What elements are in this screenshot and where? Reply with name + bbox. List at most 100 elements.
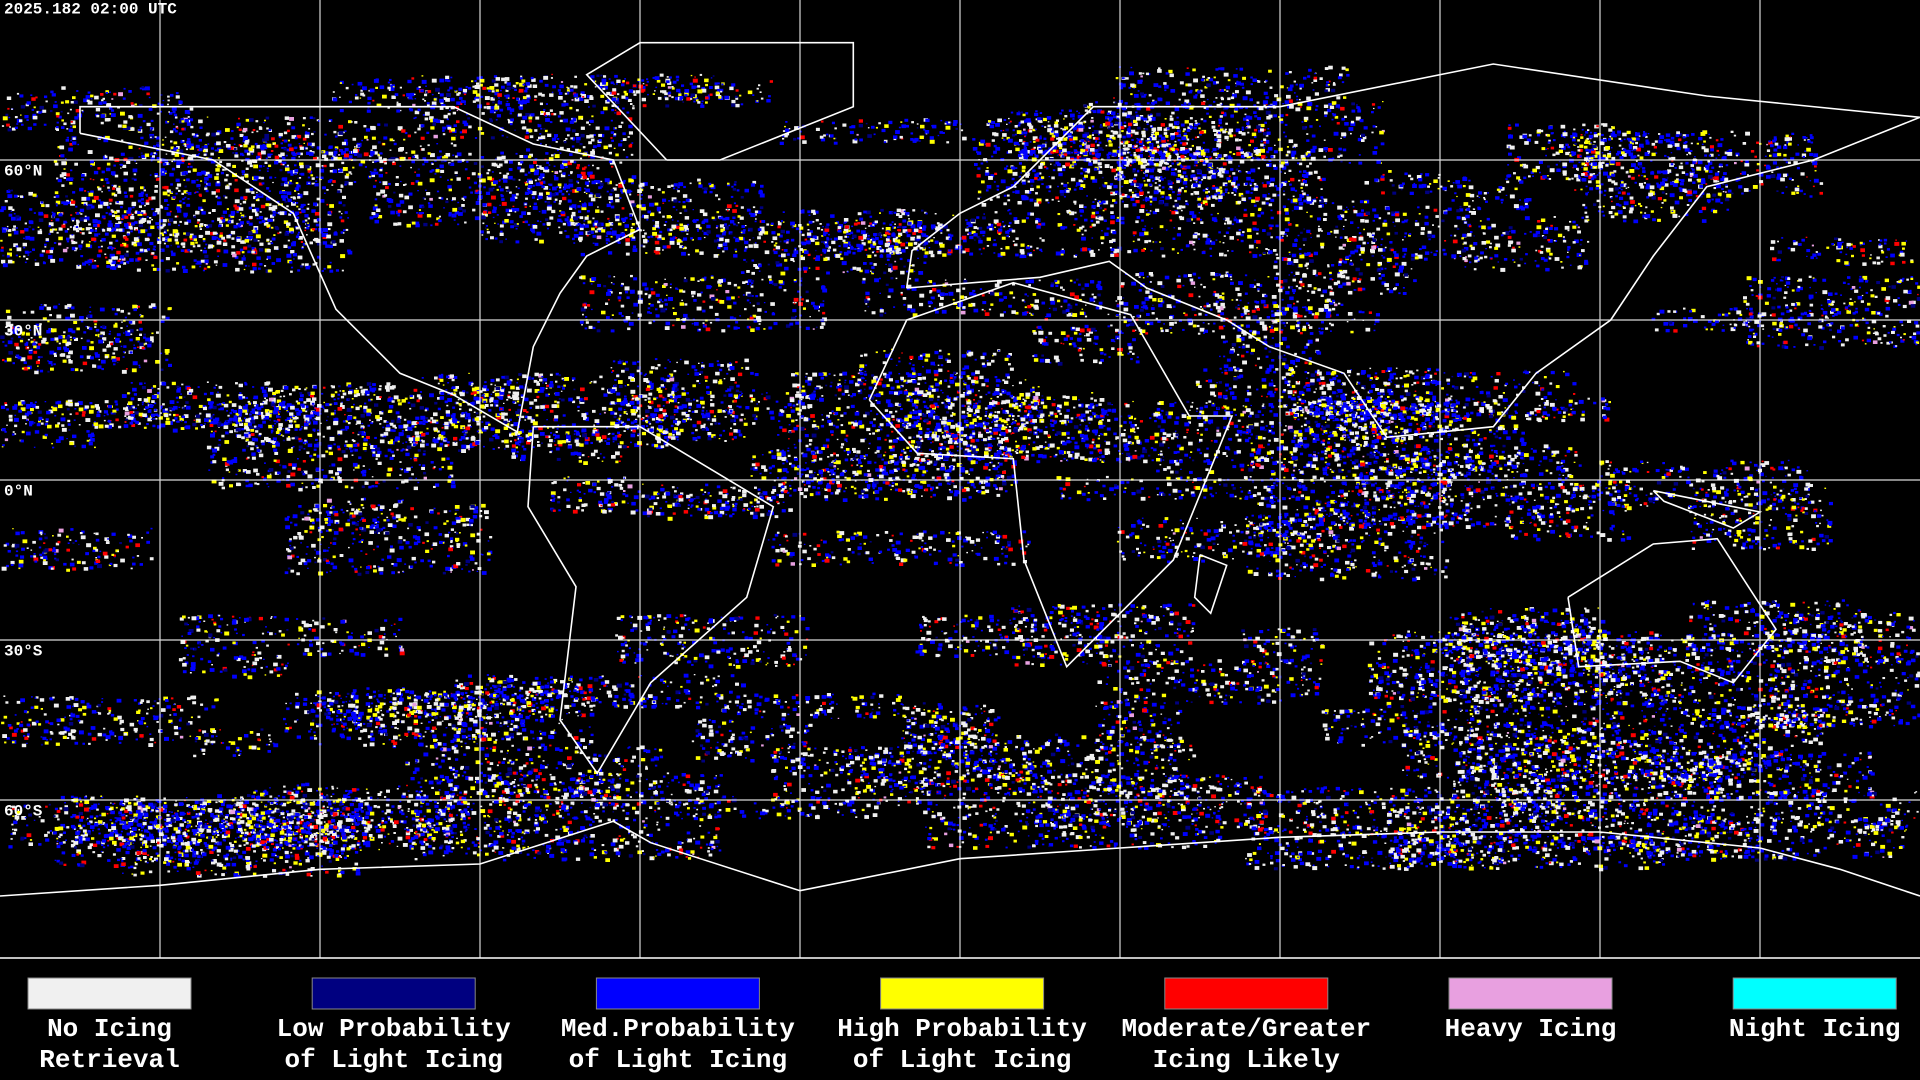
icing-pixel (1665, 766, 1670, 770)
icing-pixel (1303, 228, 1305, 229)
icing-pixel (1035, 306, 1039, 309)
icing-pixel (1268, 249, 1270, 251)
icing-pixel (1121, 481, 1125, 484)
icing-pixel (1264, 92, 1268, 95)
icing-pixel (1115, 102, 1117, 104)
icing-pixel (1547, 249, 1551, 252)
icing-pixel (880, 314, 884, 317)
icing-pixel (422, 542, 425, 544)
icing-pixel (1076, 279, 1079, 281)
icing-pixel (1226, 90, 1228, 92)
icing-pixel (1616, 645, 1618, 646)
icing-pixel (1534, 804, 1538, 808)
icing-pixel (460, 425, 465, 429)
icing-pixel (1483, 630, 1485, 632)
icing-pixel (1656, 766, 1659, 768)
icing-pixel (928, 536, 932, 540)
icing-pixel (1284, 208, 1288, 211)
icing-pixel (1603, 172, 1608, 176)
icing-pixel (604, 412, 606, 414)
icing-pixel (1066, 187, 1068, 188)
icing-pixel (1470, 710, 1472, 711)
icing-pixel (1724, 826, 1728, 829)
icing-pixel (287, 556, 292, 560)
icing-pixel (1581, 266, 1583, 267)
icing-pixel (1469, 650, 1473, 653)
icing-pixel (1313, 89, 1315, 91)
icing-pixel (1605, 818, 1607, 820)
icing-pixel (1651, 819, 1653, 821)
icing-pixel (1483, 682, 1486, 684)
icing-pixel (1144, 180, 1146, 181)
icing-pixel (1187, 477, 1190, 479)
icing-pixel (1271, 225, 1274, 227)
icing-pixel (446, 413, 450, 416)
icing-pixel (994, 173, 997, 175)
icing-pixel (1774, 138, 1777, 141)
icing-pixel (1133, 235, 1135, 236)
icing-pixel (350, 503, 352, 505)
icing-pixel (1348, 209, 1350, 210)
icing-pixel (873, 813, 878, 817)
icing-pixel (1088, 248, 1091, 251)
icing-pixel (287, 516, 290, 518)
icing-pixel (1293, 255, 1295, 257)
icing-pixel (1513, 713, 1515, 714)
icing-pixel (563, 414, 566, 416)
icing-pixel (1729, 149, 1733, 152)
icing-pixel (1137, 216, 1141, 219)
icing-pixel (1253, 645, 1256, 647)
icing-pixel (1133, 231, 1137, 234)
icing-pixel (896, 557, 898, 559)
icing-pixel (981, 547, 983, 548)
icing-pixel (1182, 93, 1186, 96)
icing-pixel (1133, 241, 1135, 242)
icing-pixel (1157, 69, 1162, 73)
icing-pixel (732, 796, 734, 797)
icing-pixel (1369, 668, 1371, 669)
icing-pixel (1358, 712, 1360, 714)
icing-pixel (1545, 268, 1549, 272)
icing-pixel (1389, 290, 1393, 294)
icing-pixel (1538, 235, 1541, 237)
icing-pixel (1194, 249, 1196, 251)
icing-pixel (375, 726, 378, 728)
icing-pixel (993, 531, 997, 534)
icing-pixel (1142, 228, 1146, 231)
icing-pixel (1771, 174, 1776, 178)
icing-pixel (289, 540, 292, 542)
icing-pixel (1020, 172, 1022, 173)
icing-pixel (961, 311, 966, 315)
icing-pixel (1250, 77, 1253, 79)
icing-pixel (429, 393, 434, 397)
icing-pixel (978, 191, 981, 194)
icing-pixel (895, 552, 898, 554)
icing-pixel (1127, 196, 1130, 199)
icing-pixel (1717, 852, 1720, 854)
icing-pixel (671, 436, 676, 440)
icing-pixel (1514, 262, 1516, 263)
icing-pixel (186, 406, 191, 410)
icing-pixel (1110, 183, 1113, 186)
icing-pixel (1454, 660, 1456, 662)
icing-pixel (714, 816, 717, 819)
icing-pixel (1235, 496, 1237, 498)
icing-pixel (1354, 210, 1358, 213)
icing-pixel (1348, 291, 1353, 295)
icing-pixel (566, 433, 568, 434)
icing-pixel (1541, 813, 1543, 815)
icing-pixel (224, 404, 229, 408)
icing-pixel (1189, 241, 1193, 244)
icing-pixel (948, 558, 953, 562)
icing-pixel (1584, 717, 1587, 720)
icing-pixel (326, 530, 329, 532)
icing-pixel (1325, 737, 1330, 741)
icing-pixel (1077, 229, 1081, 232)
page: 2025.182 02:00 UTC 60°N 30°N 0°N 30°S 60°S N… (0, 0, 1920, 1080)
icing-pixel (1082, 247, 1087, 251)
icing-pixel (295, 702, 300, 706)
icing-pixel (1276, 236, 1279, 238)
icing-pixel (1618, 822, 1623, 826)
icing-pixel (607, 438, 610, 441)
icing-pixel (1379, 273, 1381, 275)
